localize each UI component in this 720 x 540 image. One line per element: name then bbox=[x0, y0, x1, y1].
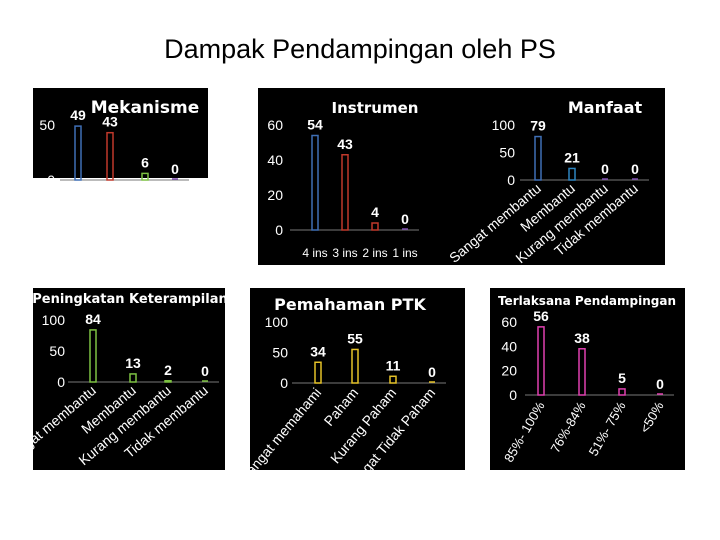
chart-panel-instrumen bbox=[258, 88, 480, 265]
bar-keterampilan-0 bbox=[89, 329, 97, 383]
bar-terlaksana-0 bbox=[537, 326, 545, 396]
y-tick-label: 100 bbox=[42, 312, 66, 328]
data-label: 84 bbox=[85, 311, 101, 327]
chart-title: Manfaat bbox=[568, 98, 643, 117]
data-label: 11 bbox=[386, 357, 401, 373]
data-label: 21 bbox=[564, 149, 580, 165]
x-tick-label: 2 ins bbox=[362, 246, 387, 260]
y-tick-label: 0 bbox=[57, 374, 65, 390]
bar-mekanisme-0 bbox=[74, 125, 82, 181]
data-label: 54 bbox=[307, 117, 323, 133]
data-label: 55 bbox=[347, 330, 363, 346]
data-label: 79 bbox=[530, 118, 546, 134]
y-tick-label: 60 bbox=[501, 314, 517, 330]
x-tick-label: 4 ins bbox=[302, 246, 327, 260]
data-label: 2 bbox=[164, 362, 172, 378]
chart-title: Peningkatan Keterampilan bbox=[32, 292, 227, 307]
y-tick-label: 20 bbox=[501, 363, 517, 379]
bar-mekanisme-1 bbox=[106, 131, 114, 181]
data-label: 4 bbox=[371, 204, 379, 220]
x-tick-label: 3 mek bbox=[76, 181, 116, 218]
bar-manfaat-1 bbox=[568, 167, 576, 181]
y-tick-label: 50 bbox=[272, 345, 288, 361]
y-tick-label: 50 bbox=[499, 145, 515, 161]
data-label: 6 bbox=[141, 154, 149, 170]
bar-ptk-2 bbox=[389, 375, 397, 384]
data-label: 34 bbox=[310, 343, 326, 359]
data-label: 43 bbox=[337, 136, 353, 152]
bar-instrumen-0 bbox=[311, 134, 319, 231]
y-tick-label: 0 bbox=[507, 172, 515, 188]
bar-ptk-1 bbox=[351, 348, 359, 384]
bar-keterampilan-2 bbox=[164, 380, 172, 383]
chart-panel-mekanisme bbox=[33, 88, 208, 178]
data-label: 38 bbox=[574, 330, 590, 346]
bar-instrumen-1 bbox=[341, 154, 349, 231]
chart-title: Mekanisme bbox=[91, 98, 200, 118]
data-label: 0 bbox=[428, 364, 436, 380]
y-tick-label: 0 bbox=[47, 172, 55, 188]
data-label: 56 bbox=[533, 308, 549, 324]
data-label: 0 bbox=[656, 376, 664, 392]
bar-terlaksana-2 bbox=[618, 388, 626, 396]
data-label: 0 bbox=[401, 211, 409, 227]
y-tick-label: 40 bbox=[501, 338, 517, 354]
x-tick-label: 3 ins bbox=[332, 246, 357, 260]
y-tick-label: 0 bbox=[509, 387, 517, 403]
chart-title: Pemahaman PTK bbox=[274, 295, 426, 314]
chart-title: Terlaksana Pendampingan bbox=[498, 294, 676, 308]
page-title: Dampak Pendampingan oleh PS bbox=[164, 34, 556, 64]
bar-keterampilan-1 bbox=[129, 373, 137, 383]
data-label: 49 bbox=[70, 107, 86, 123]
data-label: 0 bbox=[601, 161, 609, 177]
data-label: 5 bbox=[618, 370, 626, 386]
bar-terlaksana-1 bbox=[578, 348, 586, 396]
data-label: 43 bbox=[102, 114, 118, 130]
y-tick-label: 50 bbox=[49, 343, 65, 359]
y-tick-label: 60 bbox=[267, 117, 283, 133]
y-tick-label: 40 bbox=[267, 152, 283, 168]
data-label: 13 bbox=[125, 355, 141, 371]
x-tick-label: 1 ins bbox=[392, 246, 417, 260]
y-tick-label: 0 bbox=[275, 222, 283, 238]
data-label: 0 bbox=[201, 363, 209, 379]
chart-title: Instrumen bbox=[332, 99, 419, 117]
data-label: 0 bbox=[631, 161, 639, 177]
bar-instrumen-2 bbox=[371, 222, 379, 231]
bar-mekanisme-2 bbox=[141, 172, 149, 181]
chart-panel-manfaat bbox=[480, 88, 665, 265]
bar-ptk-0 bbox=[314, 361, 322, 384]
data-label: 0 bbox=[171, 161, 179, 177]
y-tick-label: 50 bbox=[39, 117, 55, 133]
bar-manfaat-0 bbox=[534, 135, 542, 181]
y-tick-label: 20 bbox=[267, 187, 283, 203]
y-tick-label: 0 bbox=[280, 375, 288, 391]
y-tick-label: 100 bbox=[492, 117, 516, 133]
chart-panel-keterampilan bbox=[33, 288, 225, 470]
chart-panel-terlaksana bbox=[490, 288, 685, 470]
y-tick-label: 100 bbox=[265, 314, 289, 330]
x-tick-label: 4-5 mek bbox=[35, 181, 85, 226]
chart-instrumen: Instrumen 0 20 40 60 54 4 ins 43 3 ins 4 2 ins 0 1 i… bbox=[258, 88, 480, 265]
